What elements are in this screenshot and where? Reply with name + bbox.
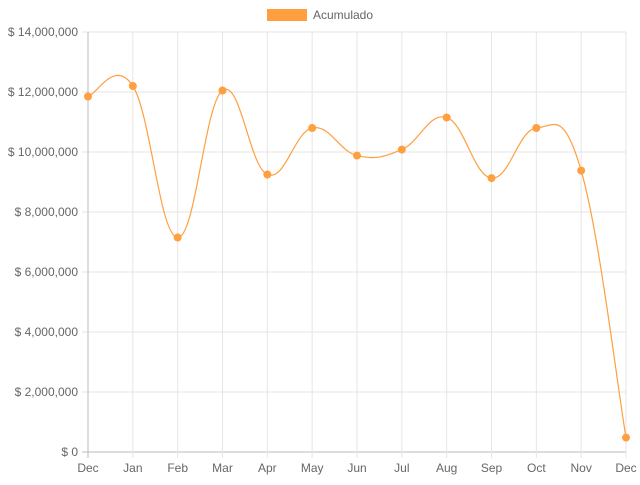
data-point (487, 174, 496, 183)
x-tick-label: Feb (167, 461, 188, 475)
data-point (353, 151, 361, 160)
data-point (128, 82, 137, 90)
legend-swatch (266, 9, 307, 21)
x-tick-label: Dec (77, 461, 98, 475)
x-tick-label: Jan (123, 461, 142, 475)
x-tick-label: Apr (258, 461, 277, 475)
data-point (577, 166, 586, 175)
y-tick-label: $ 10,000,000 (8, 145, 78, 159)
x-tick-label: Mar (212, 461, 233, 475)
x-tick-label: Sep (481, 461, 503, 475)
y-tick-label: $ 12,000,000 (8, 85, 78, 99)
x-tick-label: May (301, 461, 324, 475)
y-tick-label: $ 2,000,000 (15, 385, 79, 399)
legend-label: Acumulado (312, 8, 374, 22)
data-point (84, 92, 92, 101)
data-point (263, 170, 272, 179)
x-tick-label: Aug (436, 461, 457, 475)
data-point (397, 145, 406, 154)
data-point (532, 124, 541, 132)
x-tick-label: Jul (394, 461, 409, 475)
x-tick-label: Jun (347, 461, 366, 475)
data-point (308, 124, 317, 132)
data-point (442, 113, 451, 122)
y-tick-label: $ 0 (61, 445, 78, 459)
y-tick-label: $ 8,000,000 (15, 205, 79, 219)
data-point (218, 86, 227, 95)
y-tick-label: $ 6,000,000 (15, 265, 79, 279)
x-tick-label: Dec (615, 461, 636, 475)
legend[interactable]: Acumulado (0, 8, 640, 22)
data-point (622, 433, 630, 442)
x-tick-label: Oct (527, 461, 546, 475)
y-tick-label: $ 4,000,000 (15, 325, 79, 339)
y-tick-label: $ 14,000,000 (8, 25, 78, 39)
data-point (173, 233, 182, 242)
x-tick-label: Nov (570, 461, 591, 475)
